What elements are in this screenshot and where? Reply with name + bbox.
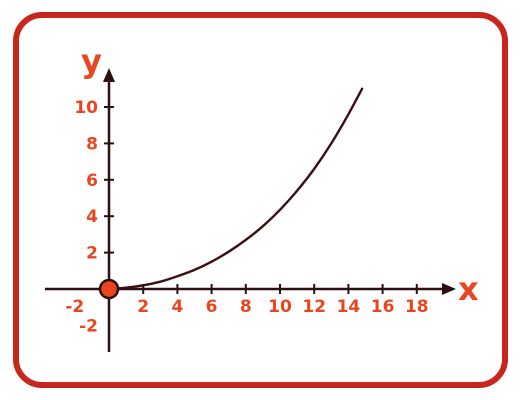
x-tick-label: 16 [371, 297, 395, 317]
y-tick-label: 10 [74, 98, 98, 118]
x-tick-label: 8 [240, 297, 252, 317]
series-curve-0 [107, 87, 364, 291]
x-tick-label: 12 [302, 297, 326, 317]
y-tick-label: -2 [79, 316, 98, 336]
x-axis-arrow-icon [442, 283, 456, 295]
y-tick-label: 2 [86, 244, 98, 264]
y-tick-label: 6 [86, 171, 98, 191]
y-axis-label: y [81, 42, 102, 80]
origin-point-marker [98, 278, 120, 300]
markers [98, 278, 120, 300]
x-tick-label: 10 [268, 297, 292, 317]
series [107, 87, 364, 291]
y-tick-label: 8 [86, 134, 98, 154]
x-tick-label: 14 [337, 297, 361, 317]
x-tick-label: -2 [65, 297, 84, 317]
x-tick-label: 6 [206, 297, 218, 317]
y-tick-label: 4 [86, 207, 98, 227]
x-axis-label: x [458, 270, 479, 308]
x-tick-label: 4 [171, 297, 183, 317]
y-axis-arrow-icon [103, 68, 115, 82]
x-tick-label: 18 [405, 297, 429, 317]
x-tick-label: 2 [137, 297, 149, 317]
ticks: -2 2 4 6 8 10 12 14 16 18 -2 2 4 6 8 10 [65, 98, 428, 336]
